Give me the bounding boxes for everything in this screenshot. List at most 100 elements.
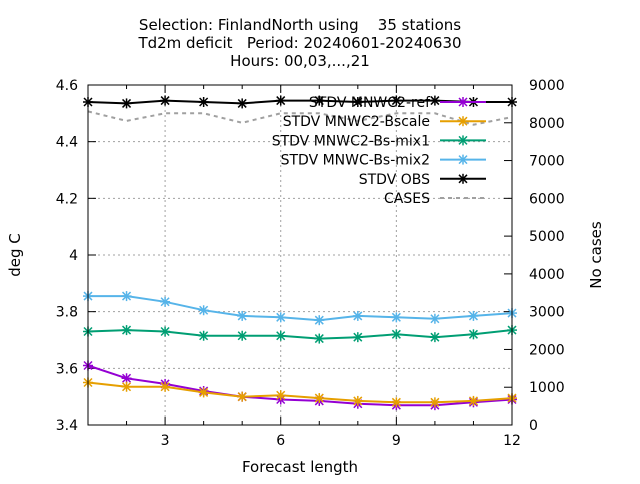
series-line <box>87 364 513 407</box>
x-tick-label: 12 <box>503 433 521 449</box>
y-tick-label: 3.6 <box>56 361 78 377</box>
y-tick-label: 4.6 <box>56 78 78 94</box>
data-point <box>198 330 209 341</box>
legend-label: STDV MNWC2-Bs-mix1 <box>272 133 430 149</box>
y2-tick-label: 1000 <box>529 380 565 396</box>
legend-entry: STDV MNWC-Bs-mix2 <box>281 153 486 169</box>
y2-tick-label: 2000 <box>529 342 565 358</box>
series-line <box>87 329 513 340</box>
y-axis-label: deg C <box>6 233 24 277</box>
legend-entry: STDV OBS <box>359 172 486 188</box>
plot-frame <box>87 84 513 426</box>
data-point <box>352 395 363 406</box>
data-point <box>198 387 209 398</box>
data-point <box>237 391 248 402</box>
series-line <box>87 99 512 105</box>
legend-label: STDV MNWC-Bs-mix2 <box>281 153 430 169</box>
series-stdv-mnwc-bs-mix2 <box>83 291 517 326</box>
data-point <box>275 95 286 106</box>
data-point <box>121 373 132 384</box>
data-point <box>314 333 325 344</box>
y2-tick-label: 6000 <box>529 191 565 207</box>
series-line <box>87 381 513 404</box>
series-stdv-mnwc2-bs-mix1 <box>83 325 517 344</box>
data-point <box>237 330 248 341</box>
data-point <box>352 332 363 343</box>
x-tick-label: 6 <box>276 433 285 449</box>
data-point <box>160 326 171 337</box>
data-point <box>391 95 402 106</box>
data-point <box>198 97 209 107</box>
legend: STDV MNWC2-ref STDV MNWC2-Bscale STDV MNWC… <box>272 95 486 207</box>
legend-entry: STDV MNWC2-Bs-mix1 <box>272 133 486 149</box>
y2-axis-label: No cases <box>587 221 605 289</box>
legend-label: STDV MNWC2-Bscale <box>283 114 430 130</box>
grid <box>88 85 512 425</box>
data-point <box>429 95 440 106</box>
data-point <box>352 97 363 107</box>
series-cases <box>87 110 513 126</box>
data-point <box>275 390 286 401</box>
data-point <box>275 330 286 341</box>
legend-label: STDV MNWC2-ref <box>309 95 431 111</box>
data-point <box>468 329 479 340</box>
legend-marker <box>458 135 468 146</box>
legend-entry: STDV MNWC2-Bscale <box>283 114 486 130</box>
series-line <box>87 110 513 126</box>
legend-marker <box>458 97 468 107</box>
legend-label: CASES <box>384 191 430 207</box>
data-point <box>121 325 132 336</box>
data-point <box>391 329 402 340</box>
data-point <box>160 381 171 392</box>
legend-marker <box>458 173 468 184</box>
legend-marker <box>458 116 468 127</box>
chart-title-line-1: Selection: FinlandNorth using 35 station… <box>139 16 461 34</box>
data-point <box>198 305 209 316</box>
data-point <box>314 393 325 404</box>
data-point <box>314 315 325 326</box>
data-point <box>160 95 171 106</box>
legend-entry: STDV MNWC2-ref <box>309 95 486 111</box>
y2-tick-label: 0 <box>529 418 538 434</box>
series-line <box>88 295 513 322</box>
chart-title-line-3: Hours: 00,03,...,21 <box>230 52 370 70</box>
data-point <box>391 312 402 323</box>
y-tick-label: 4 <box>69 248 78 264</box>
y2-tick-label: 5000 <box>529 229 565 245</box>
data-point <box>121 98 132 109</box>
y-tick-label: 4.2 <box>56 191 78 207</box>
y-tick-label: 3.8 <box>56 305 78 321</box>
data-point <box>121 291 132 302</box>
y2-tick-label: 3000 <box>529 305 565 321</box>
y2-tick-label: 9000 <box>529 78 565 94</box>
series-stdv-mnwc2-bscale <box>83 377 517 408</box>
data-point <box>160 296 171 307</box>
x-tick-label: 3 <box>161 433 170 449</box>
chart-title-line-2: Td2m deficit Period: 20240601-20240630 <box>137 34 461 52</box>
data-point <box>468 310 479 321</box>
y2-tick-label: 8000 <box>529 116 565 132</box>
y2-tick-label: 4000 <box>529 267 565 283</box>
data-point <box>429 313 440 324</box>
data-point <box>314 95 325 106</box>
data-point <box>275 312 286 323</box>
x-tick-label: 9 <box>392 433 401 449</box>
legend-label: STDV OBS <box>359 172 430 188</box>
y-tick-label: 4.4 <box>56 135 78 151</box>
data-point <box>391 397 402 408</box>
data-point <box>468 395 479 406</box>
y2-tick-label: 7000 <box>529 154 565 170</box>
legend-entry: CASES <box>384 191 486 207</box>
data-point <box>429 332 440 343</box>
x-axis-label: Forecast length <box>242 458 358 476</box>
data-point <box>352 310 363 321</box>
data-point <box>237 98 248 109</box>
tick-labels: 3.4 3.6 3.8 4 4.2 4.4 4.6 0 1000 2000 3000 4000 5000… <box>56 78 565 449</box>
data-point <box>429 397 440 408</box>
y-tick-label: 3.4 <box>56 418 78 434</box>
data-point <box>237 310 248 321</box>
data-point <box>121 381 132 392</box>
legend-marker <box>458 154 468 165</box>
